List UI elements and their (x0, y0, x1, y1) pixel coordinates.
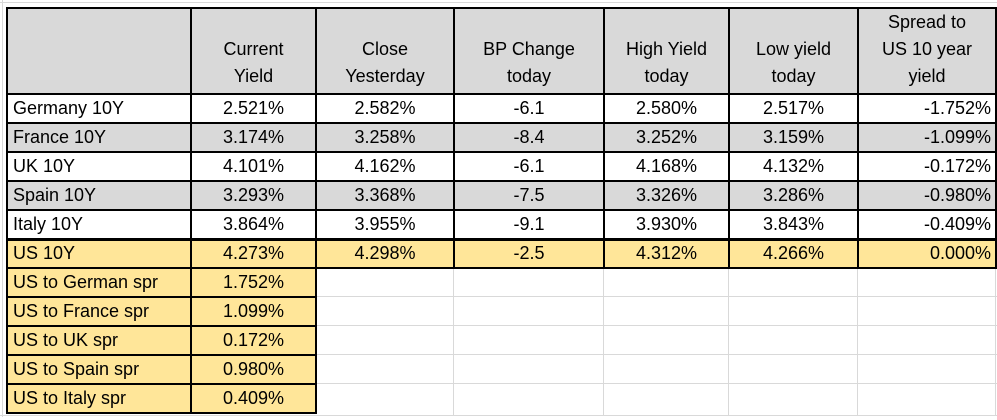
spread-cell[interactable]: 0.000% (857, 237, 997, 269)
label-cell[interactable]: US to German spr (6, 267, 192, 298)
current-yield-cell[interactable]: 3.864% (190, 209, 317, 240)
high-yield-cell[interactable]: 4.312% (603, 237, 730, 269)
spread-value-cell[interactable]: 0.172% (190, 325, 317, 356)
label-cell[interactable]: Germany 10Y (6, 93, 192, 124)
close-yesterday-cell[interactable]: 2.582% (315, 93, 455, 124)
low-yield-cell[interactable]: 4.266% (728, 237, 859, 269)
row-us-to-german-spr: US to German spr 1.752% (6, 267, 996, 298)
row-france-10y: France 10Y 3.174% 3.258% -8.4 3.252% 3.1… (6, 122, 997, 153)
label-cell[interactable]: US to France spr (6, 296, 192, 327)
bp-change-cell[interactable]: -7.5 (453, 180, 605, 211)
gridline (315, 383, 997, 384)
bp-change-cell[interactable]: -6.1 (453, 151, 605, 182)
spread-value-cell[interactable]: 0.980% (190, 354, 317, 385)
spread-cell[interactable]: -1.752% (857, 93, 997, 124)
row-italy-10y: Italy 10Y 3.864% 3.955% -9.1 3.930% 3.84… (6, 209, 997, 240)
spread-cell[interactable]: -0.172% (857, 151, 997, 182)
bp-change-cell[interactable]: -2.5 (453, 237, 605, 269)
gridline (2, 0, 3, 417)
low-yield-cell[interactable]: 4.132% (728, 151, 859, 182)
spread-value-cell[interactable]: 1.099% (190, 296, 317, 327)
col-header-spread[interactable]: Spread to US 10 year yield (857, 7, 997, 95)
col-header-bp-change[interactable]: BP Change today (453, 7, 605, 95)
row-us-to-france-spr: US to France spr 1.099% (6, 296, 996, 327)
row-us-to-italy-spr: US to Italy spr 0.409% (6, 383, 996, 414)
label-cell[interactable]: US to Spain spr (6, 354, 192, 385)
row-uk-10y: UK 10Y 4.101% 4.162% -6.1 4.168% 4.132% … (6, 151, 997, 182)
row-germany-10y: Germany 10Y 2.521% 2.582% -6.1 2.580% 2.… (6, 93, 997, 124)
current-yield-cell[interactable]: 4.273% (190, 237, 317, 269)
col-header-low-yield[interactable]: Low yield today (728, 7, 859, 95)
high-yield-cell[interactable]: 2.580% (603, 93, 730, 124)
row-us-10y: US 10Y 4.273% 4.298% -2.5 4.312% 4.266% … (6, 237, 997, 269)
close-yesterday-cell[interactable]: 3.955% (315, 209, 455, 240)
low-yield-cell[interactable]: 3.843% (728, 209, 859, 240)
label-cell[interactable]: UK 10Y (6, 151, 192, 182)
col-header-blank[interactable] (6, 7, 192, 95)
gridline (603, 267, 604, 415)
high-yield-cell[interactable]: 3.326% (603, 180, 730, 211)
close-yesterday-cell[interactable]: 4.298% (315, 237, 455, 269)
bp-change-cell[interactable]: -9.1 (453, 209, 605, 240)
gridline (857, 267, 858, 415)
current-yield-cell[interactable]: 4.101% (190, 151, 317, 182)
high-yield-cell[interactable]: 3.930% (603, 209, 730, 240)
gridline (995, 267, 996, 415)
gridline (315, 325, 997, 326)
spread-cell[interactable]: -1.099% (857, 122, 997, 153)
label-cell[interactable]: Italy 10Y (6, 209, 192, 240)
col-header-current-yield[interactable]: Current Yield (190, 7, 317, 95)
label-cell[interactable]: Spain 10Y (6, 180, 192, 211)
current-yield-cell[interactable]: 2.521% (190, 93, 317, 124)
close-yesterday-cell[interactable]: 3.258% (315, 122, 455, 153)
spread-value-cell[interactable]: 0.409% (190, 383, 317, 414)
header-row: Current Yield Close Yesterday BP Change … (6, 7, 997, 95)
spread-value-cell[interactable]: 1.752% (190, 267, 317, 298)
label-cell[interactable]: France 10Y (6, 122, 192, 153)
current-yield-cell[interactable]: 3.293% (190, 180, 317, 211)
low-yield-cell[interactable]: 3.159% (728, 122, 859, 153)
spread-cell[interactable]: -0.980% (857, 180, 997, 211)
close-yesterday-cell[interactable]: 4.162% (315, 151, 455, 182)
spread-cell[interactable]: -0.409% (857, 209, 997, 240)
gridline (0, 2, 997, 3)
col-header-high-yield[interactable]: High Yield today (603, 7, 730, 95)
label-cell[interactable]: US to UK spr (6, 325, 192, 356)
label-cell[interactable]: US 10Y (6, 237, 192, 269)
high-yield-cell[interactable]: 4.168% (603, 151, 730, 182)
row-us-to-uk-spr: US to UK spr 0.172% (6, 325, 996, 356)
bond-yield-table: Current Yield Close Yesterday BP Change … (6, 7, 997, 414)
gridline (728, 267, 729, 415)
bp-change-cell[interactable]: -8.4 (453, 122, 605, 153)
low-yield-cell[interactable]: 2.517% (728, 93, 859, 124)
row-spain-10y: Spain 10Y 3.293% 3.368% -7.5 3.326% 3.28… (6, 180, 997, 211)
low-yield-cell[interactable]: 3.286% (728, 180, 859, 211)
gridline (315, 354, 997, 355)
gridline (315, 296, 997, 297)
row-us-to-spain-spr: US to Spain spr 0.980% (6, 354, 996, 385)
gridline (453, 267, 454, 415)
high-yield-cell[interactable]: 3.252% (603, 122, 730, 153)
gridline (0, 415, 997, 416)
close-yesterday-cell[interactable]: 3.368% (315, 180, 455, 211)
label-cell[interactable]: US to Italy spr (6, 383, 192, 414)
col-header-close-yesterday[interactable]: Close Yesterday (315, 7, 455, 95)
current-yield-cell[interactable]: 3.174% (190, 122, 317, 153)
bp-change-cell[interactable]: -6.1 (453, 93, 605, 124)
